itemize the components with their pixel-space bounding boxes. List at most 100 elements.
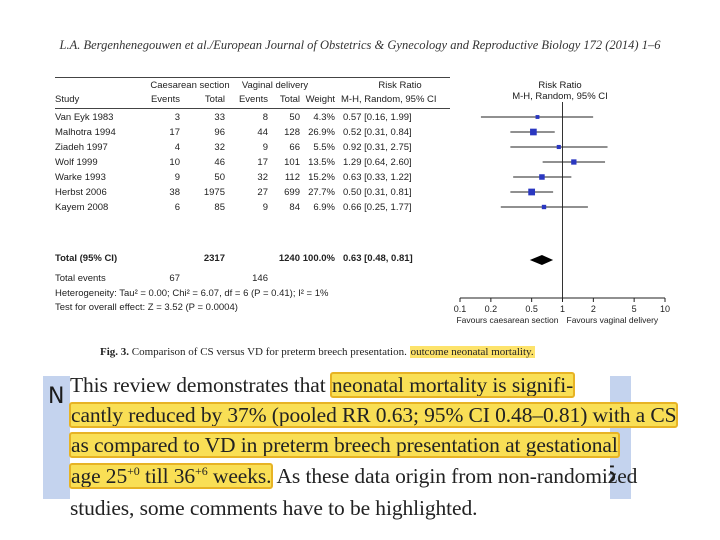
caption-highlight: outcome neonatal mortality. (409, 346, 535, 358)
table-top-rule (55, 77, 450, 78)
weight: 4.3% (313, 112, 335, 123)
risk-ratio: 0.63 [0.33, 1.22] (343, 172, 412, 183)
quote-text: age 25 (71, 464, 128, 489)
x-tick-label: 10 (660, 304, 670, 314)
weight: 26.9% (308, 127, 335, 138)
point-estimate (528, 188, 536, 196)
overall-effect-text: Test for overall effect: Z = 3.52 (P = 0… (55, 302, 238, 313)
vd-events: 27 (257, 187, 268, 198)
study-name: Warke 1993 (55, 172, 106, 183)
table-row: Kayem 2008 6 85 9 84 6.9% 0.66 [0.25, 1.… (55, 202, 455, 216)
vd-events: 32 (257, 172, 268, 183)
total-rr: 0.63 [0.48, 0.81] (343, 253, 413, 264)
quote-text: studies, some comments have to be highli… (70, 496, 478, 520)
point-estimate (539, 174, 545, 180)
study-name: Kayem 2008 (55, 202, 109, 213)
forest-plot-title: Risk Ratio M-H, Random, 95% CI (450, 80, 670, 102)
col-cs-events: Events (150, 94, 180, 105)
table-row: Warke 1993 9 50 32 112 15.2% 0.63 [0.33,… (55, 172, 455, 186)
forest-plot-rr: Risk Ratio (538, 80, 582, 91)
quote-highlight: age 25+0 till 36+6 weeks. (68, 463, 274, 490)
point-estimate (556, 144, 561, 150)
group-cs-header: Caesarean section (150, 80, 230, 91)
total-events-vd: 146 (252, 273, 268, 284)
caption-label: Fig. 3. (100, 346, 130, 358)
quote-sup: +0 (127, 464, 140, 478)
table-row: Herbst 2006 38 1975 27 699 27.7% 0.50 [0… (55, 187, 455, 201)
quote-text: weeks. (207, 464, 272, 489)
cs-events: 4 (174, 142, 180, 153)
cs-events: 3 (174, 112, 180, 123)
weight: 15.2% (308, 172, 335, 183)
vd-total: 128 (284, 127, 300, 138)
vd-events: 17 (257, 157, 268, 168)
rr-header: Risk Ratio (378, 80, 422, 91)
vd-total: 101 (284, 157, 300, 168)
x-tick-label: 5 (632, 304, 637, 314)
quote-line: studies, some comments have to be highli… (70, 496, 478, 521)
cs-total: 46 (214, 157, 225, 168)
total-events-cs: 67 (169, 273, 180, 284)
table-row: Ziadeh 1997 4 32 9 66 5.5% 0.92 [0.31, 2… (55, 142, 455, 156)
cs-events: 10 (169, 157, 180, 168)
x-tick-label: 2 (591, 304, 596, 314)
quote-line: as compared to VD in preterm breech pres… (69, 432, 620, 458)
cs-total: 32 (214, 142, 225, 153)
x-tick-label: 0.2 (485, 304, 498, 314)
col-rr-sub: M-H, Random, 95% CI (341, 94, 437, 105)
cs-total: 1975 (203, 187, 225, 198)
col-vd-events: Events (238, 94, 268, 105)
total-vd: 1240 (278, 253, 300, 264)
risk-ratio: 0.52 [0.31, 0.84] (343, 127, 412, 138)
favours-left-label: Favours caesarean section (456, 315, 558, 325)
risk-ratio: 0.66 [0.25, 1.77] (343, 202, 412, 213)
quote-highlight: neonatal mortality is signifi- (329, 372, 576, 398)
quote-line: age 25+0 till 36+6 weeks. As these data … (68, 463, 637, 490)
study-name: Herbst 2006 (55, 187, 107, 198)
weight: 27.7% (308, 187, 335, 198)
figure-caption: Fig. 3. Comparison of CS versus VD for p… (100, 346, 535, 358)
vd-total: 699 (284, 187, 300, 198)
vd-events: 8 (262, 112, 268, 123)
quote-highlight: as compared to VD in preterm breech pres… (69, 432, 620, 458)
weight: 13.5% (308, 157, 335, 168)
col-cs-total: Total (204, 94, 225, 105)
risk-ratio: 0.57 [0.16, 1.99] (343, 112, 412, 123)
risk-ratio: 0.50 [0.31, 0.81] (343, 187, 412, 198)
study-name: Wolf 1999 (55, 157, 98, 168)
study-name: Ziadeh 1997 (55, 142, 108, 153)
pooled-diamond (529, 255, 554, 265)
study-name: Malhotra 1994 (55, 127, 116, 138)
quote-line: This review demonstrates that neonatal m… (70, 372, 576, 398)
cs-total: 85 (214, 202, 225, 213)
slide-text-fragment: N (48, 384, 65, 409)
total-weight: 100.0% (302, 253, 335, 264)
table-row: Wolf 1999 10 46 17 101 13.5% 1.29 [0.64,… (55, 157, 455, 171)
vd-total: 84 (289, 202, 300, 213)
study-name: Van Eyk 1983 (55, 112, 114, 123)
total-row: Total (95% CI) 2317 1240 100.0% 0.63 [0.… (55, 253, 455, 267)
x-tick-label: 0.1 (454, 304, 467, 314)
risk-ratio: 0.92 [0.31, 2.75] (343, 142, 412, 153)
heterogeneity-text: Heterogeneity: Tau² = 0.00; Chi² = 6.07,… (55, 288, 329, 299)
quote-line: cantly reduced by 37% (pooled RR 0.63; 9… (68, 402, 679, 428)
forest-plot-method: M-H, Random, 95% CI (512, 91, 608, 102)
table-row: Malhotra 1994 17 96 44 128 26.9% 0.52 [0… (55, 127, 455, 141)
vd-total: 112 (284, 172, 300, 183)
risk-ratio: 1.29 [0.64, 2.60] (343, 157, 412, 168)
x-tick-label: 1 (560, 304, 565, 314)
point-estimate (535, 115, 540, 119)
quote-text: till 36 (139, 464, 196, 489)
quote-sup: +6 (195, 464, 208, 478)
cs-total: 96 (214, 127, 225, 138)
total-events-row: Total events 67 146 (55, 273, 455, 287)
col-vd-total: Total (279, 94, 300, 105)
journal-header: L.A. Bergenhenegouwen et al./European Jo… (59, 38, 661, 52)
cs-events: 9 (174, 172, 180, 183)
total-label: Total (95% CI) (55, 253, 118, 264)
vd-events: 9 (262, 142, 268, 153)
cs-events: 38 (169, 187, 180, 198)
cs-total: 50 (214, 172, 225, 183)
forest-plot: 0.1 0.2 0.5 1 2 5 10 Favours caesarean section F… (454, 102, 670, 325)
caption-text: Comparison of CS versus VD for preterm b… (129, 346, 410, 358)
